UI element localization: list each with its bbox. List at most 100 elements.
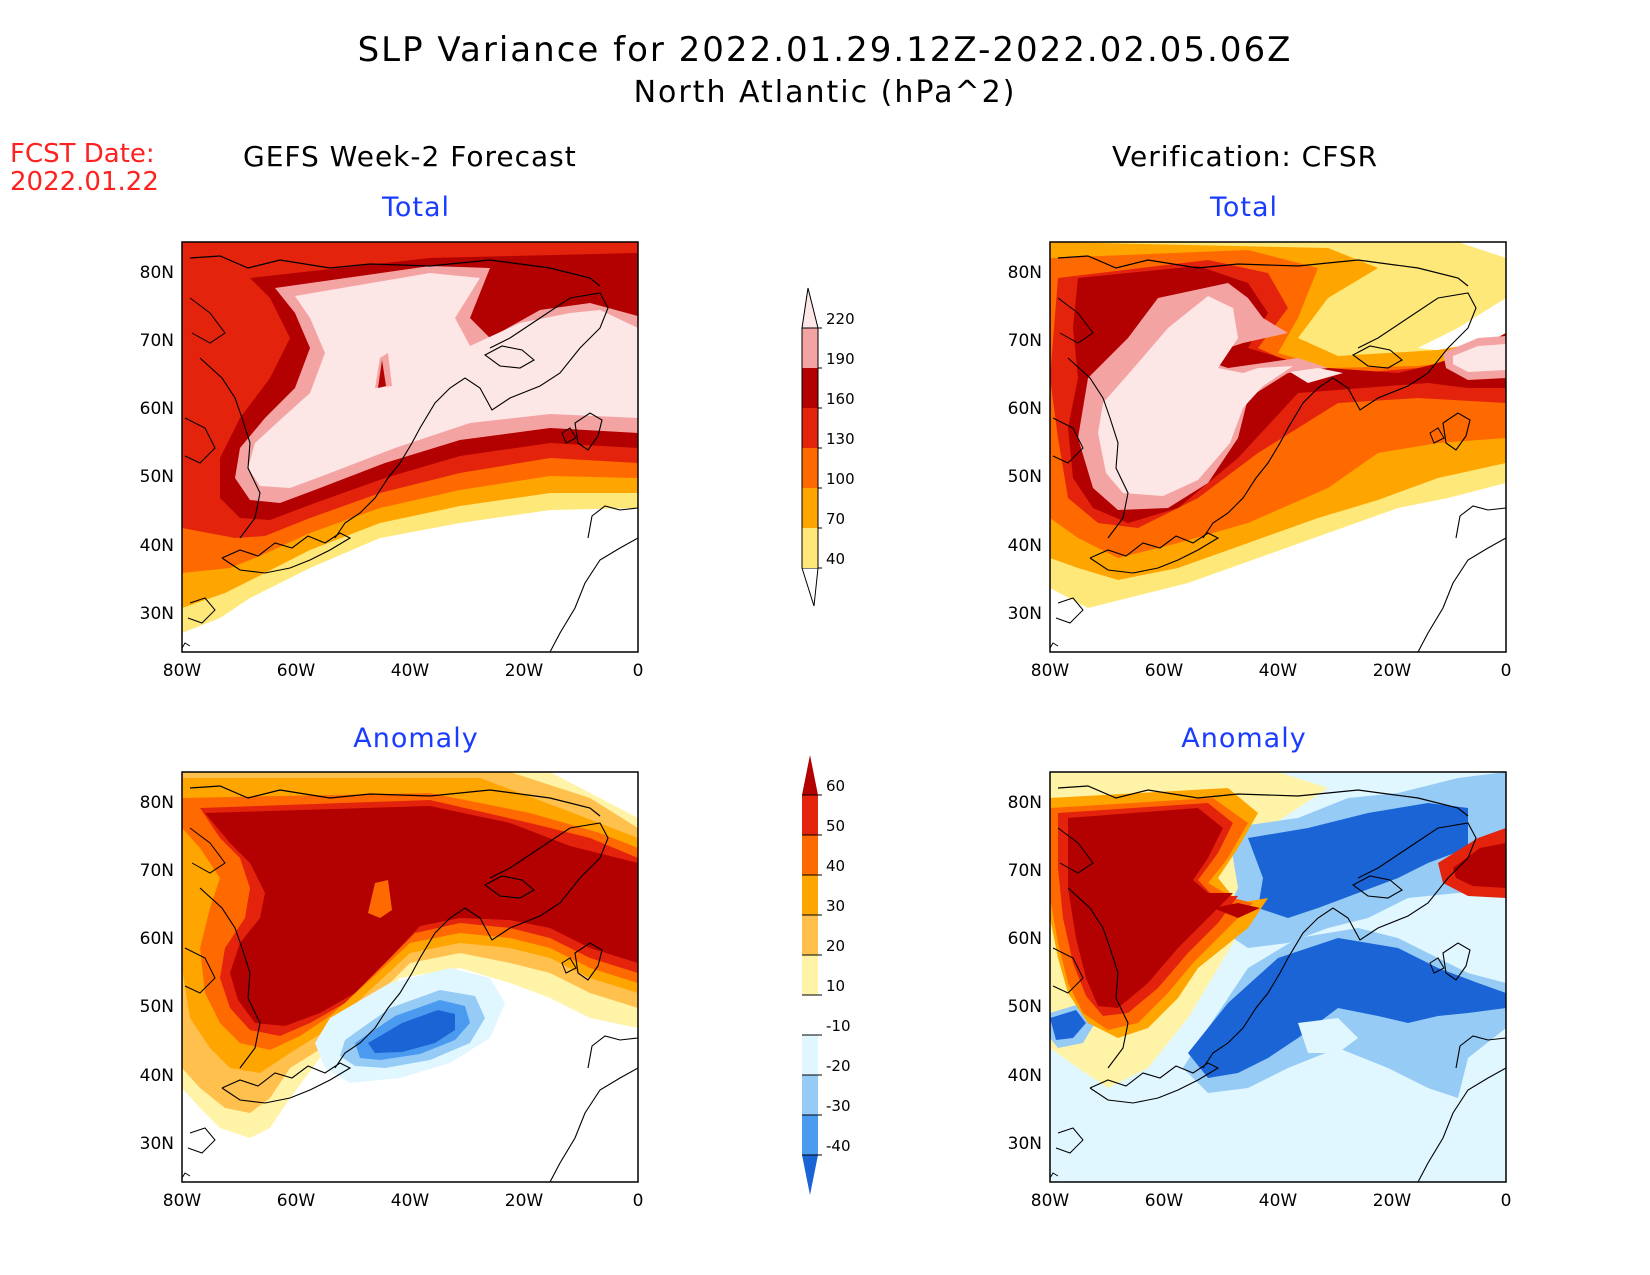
lat-tick-label: 50N xyxy=(1008,467,1042,487)
colorbar-label: 30 xyxy=(826,897,845,915)
lat-tick-label: 40N xyxy=(140,1066,174,1086)
colorbar-box xyxy=(802,488,818,528)
colorbar-box xyxy=(802,795,818,835)
lon-tick-label: 80W xyxy=(163,1191,202,1211)
fcst-total-axes: 80W 60W 40W 20W 0 80N 70N 60N 50N 40N 30… xyxy=(140,263,644,681)
colorbar-box xyxy=(802,1075,818,1115)
right-column-header: Verification: CFSR xyxy=(1112,140,1379,173)
colorbar-box xyxy=(802,955,818,995)
lon-tick-label: 0 xyxy=(633,661,644,681)
verif-total-axes: 80W 60W 40W 20W 0 80N 70N 60N 50N 40N 30… xyxy=(1008,263,1512,681)
lat-tick-label: 40N xyxy=(1008,1066,1042,1086)
lat-tick-label: 80N xyxy=(1008,793,1042,813)
lat-tick-label: 50N xyxy=(140,997,174,1017)
colorbar-label: 160 xyxy=(826,390,855,408)
lon-tick-label: 0 xyxy=(633,1191,644,1211)
colorbar-label: -10 xyxy=(826,1017,851,1035)
lat-tick-label: 50N xyxy=(140,467,174,487)
lon-tick-label: 20W xyxy=(505,1191,544,1211)
fcst-total-svg: 80W 60W 40W 20W 0 80N 70N 60N 50N 40N 30… xyxy=(140,241,644,681)
fcst-date-value: 2022.01.22 xyxy=(10,167,159,197)
anomaly-colorbar: 60 50 40 30 20 10 -10 -20 -30 -40 xyxy=(790,755,870,1219)
colorbar-label: -30 xyxy=(826,1097,851,1115)
colorbar-label: 20 xyxy=(826,937,845,955)
main-subtitle: North Atlantic (hPa^2) xyxy=(633,75,1017,110)
main-title: SLP Variance for 2022.01.29.12Z-2022.02.… xyxy=(357,30,1293,70)
lon-tick-label: 20W xyxy=(1373,1191,1412,1211)
anomaly-colorbar-svg: 60 50 40 30 20 10 -10 -20 -30 -40 xyxy=(802,755,851,1195)
lon-tick-label: 40W xyxy=(1259,661,1298,681)
lon-tick-label: 0 xyxy=(1501,1191,1512,1211)
colorbar-box xyxy=(802,1115,818,1155)
fcst-anomaly-svg: 80W 60W 40W 20W 0 80N 70N 60N 50N 40N 30… xyxy=(140,771,644,1211)
verif-anomaly-axes: 80W 60W 40W 20W 0 80N 70N 60N 50N 40N 30… xyxy=(1008,793,1512,1211)
fcst-date-label: FCST Date: xyxy=(10,139,155,169)
colorbar-label: 10 xyxy=(826,977,845,995)
colorbar-box xyxy=(802,528,818,568)
colorbar-lower-wedge xyxy=(801,567,819,607)
colorbar-label: 130 xyxy=(826,430,855,448)
lat-tick-label: 70N xyxy=(140,861,174,881)
fcst-anomaly-subtitle: Anomaly xyxy=(353,723,479,754)
lat-tick-label: 30N xyxy=(140,1134,174,1154)
colorbar-label: -40 xyxy=(826,1137,851,1155)
colorbar-label: 40 xyxy=(826,857,845,875)
colorbar-box xyxy=(802,915,818,955)
lon-tick-label: 60W xyxy=(1145,661,1184,681)
lon-tick-label: 80W xyxy=(1031,1191,1070,1211)
lat-tick-label: 60N xyxy=(1008,399,1042,419)
lat-tick-label: 40N xyxy=(140,536,174,556)
colorbar-box xyxy=(802,875,818,915)
colorbar-box xyxy=(802,835,818,875)
colorbar-box xyxy=(802,1035,818,1075)
verif-anomaly-map: 80W 60W 40W 20W 0 80N 70N 60N 50N 40N 30… xyxy=(998,768,1558,1222)
lat-tick-label: 70N xyxy=(1008,861,1042,881)
lon-tick-label: 80W xyxy=(1031,661,1070,681)
colorbar-label: 190 xyxy=(826,350,855,368)
colorbar-box xyxy=(802,408,818,448)
colorbar-label: 220 xyxy=(826,310,855,328)
colorbar-box xyxy=(802,328,818,368)
lon-tick-label: 20W xyxy=(505,661,544,681)
total-colorbar: 40 70 100 130 160 190 220 xyxy=(790,280,870,624)
verif-total-svg: 80W 60W 40W 20W 0 80N 70N 60N 50N 40N 30… xyxy=(1008,241,1512,681)
lat-tick-label: 80N xyxy=(1008,263,1042,283)
verif-total-frame xyxy=(1049,241,1507,653)
lat-tick-label: 80N xyxy=(140,793,174,813)
colorbar-box xyxy=(802,368,818,408)
fcst-anomaly-frame xyxy=(181,771,639,1183)
lat-tick-label: 80N xyxy=(140,263,174,283)
fcst-total-map: 80W 60W 40W 20W 0 80N 70N 60N 50N 40N 30… xyxy=(130,238,690,692)
lon-tick-label: 40W xyxy=(391,661,430,681)
lat-tick-label: 30N xyxy=(1008,1134,1042,1154)
colorbar-upper-wedge xyxy=(802,755,818,795)
verif-anomaly-subtitle: Anomaly xyxy=(1181,723,1307,754)
colorbar-upper-wedge xyxy=(801,287,819,329)
fcst-anomaly-axes: 80W 60W 40W 20W 0 80N 70N 60N 50N 40N 30… xyxy=(140,793,644,1211)
colorbar-label: 40 xyxy=(826,550,845,568)
lat-tick-label: 50N xyxy=(1008,997,1042,1017)
lat-tick-label: 60N xyxy=(140,929,174,949)
lat-tick-label: 60N xyxy=(1008,929,1042,949)
lat-tick-label: 30N xyxy=(1008,604,1042,624)
fcst-total-frame xyxy=(181,241,639,653)
total-colorbar-svg: 40 70 100 130 160 190 220 xyxy=(801,287,855,607)
fcst-total-subtitle: Total xyxy=(381,192,451,223)
colorbar-box xyxy=(802,995,818,1035)
verif-total-subtitle: Total xyxy=(1209,192,1279,223)
verif-anomaly-svg: 80W 60W 40W 20W 0 80N 70N 60N 50N 40N 30… xyxy=(1008,771,1512,1211)
lon-tick-label: 0 xyxy=(1501,661,1512,681)
colorbar-label: 60 xyxy=(826,777,845,795)
lat-tick-label: 30N xyxy=(140,604,174,624)
lon-tick-label: 60W xyxy=(277,661,316,681)
colorbar-box xyxy=(802,448,818,488)
colorbar-label: -20 xyxy=(826,1057,851,1075)
lon-tick-label: 80W xyxy=(163,661,202,681)
lat-tick-label: 70N xyxy=(1008,331,1042,351)
lat-tick-label: 60N xyxy=(140,399,174,419)
lon-tick-label: 20W xyxy=(1373,661,1412,681)
verif-total-map: 80W 60W 40W 20W 0 80N 70N 60N 50N 40N 30… xyxy=(998,238,1558,692)
lat-tick-label: 70N xyxy=(140,331,174,351)
lon-tick-label: 60W xyxy=(277,1191,316,1211)
fcst-anomaly-map: 80W 60W 40W 20W 0 80N 70N 60N 50N 40N 30… xyxy=(130,768,690,1222)
